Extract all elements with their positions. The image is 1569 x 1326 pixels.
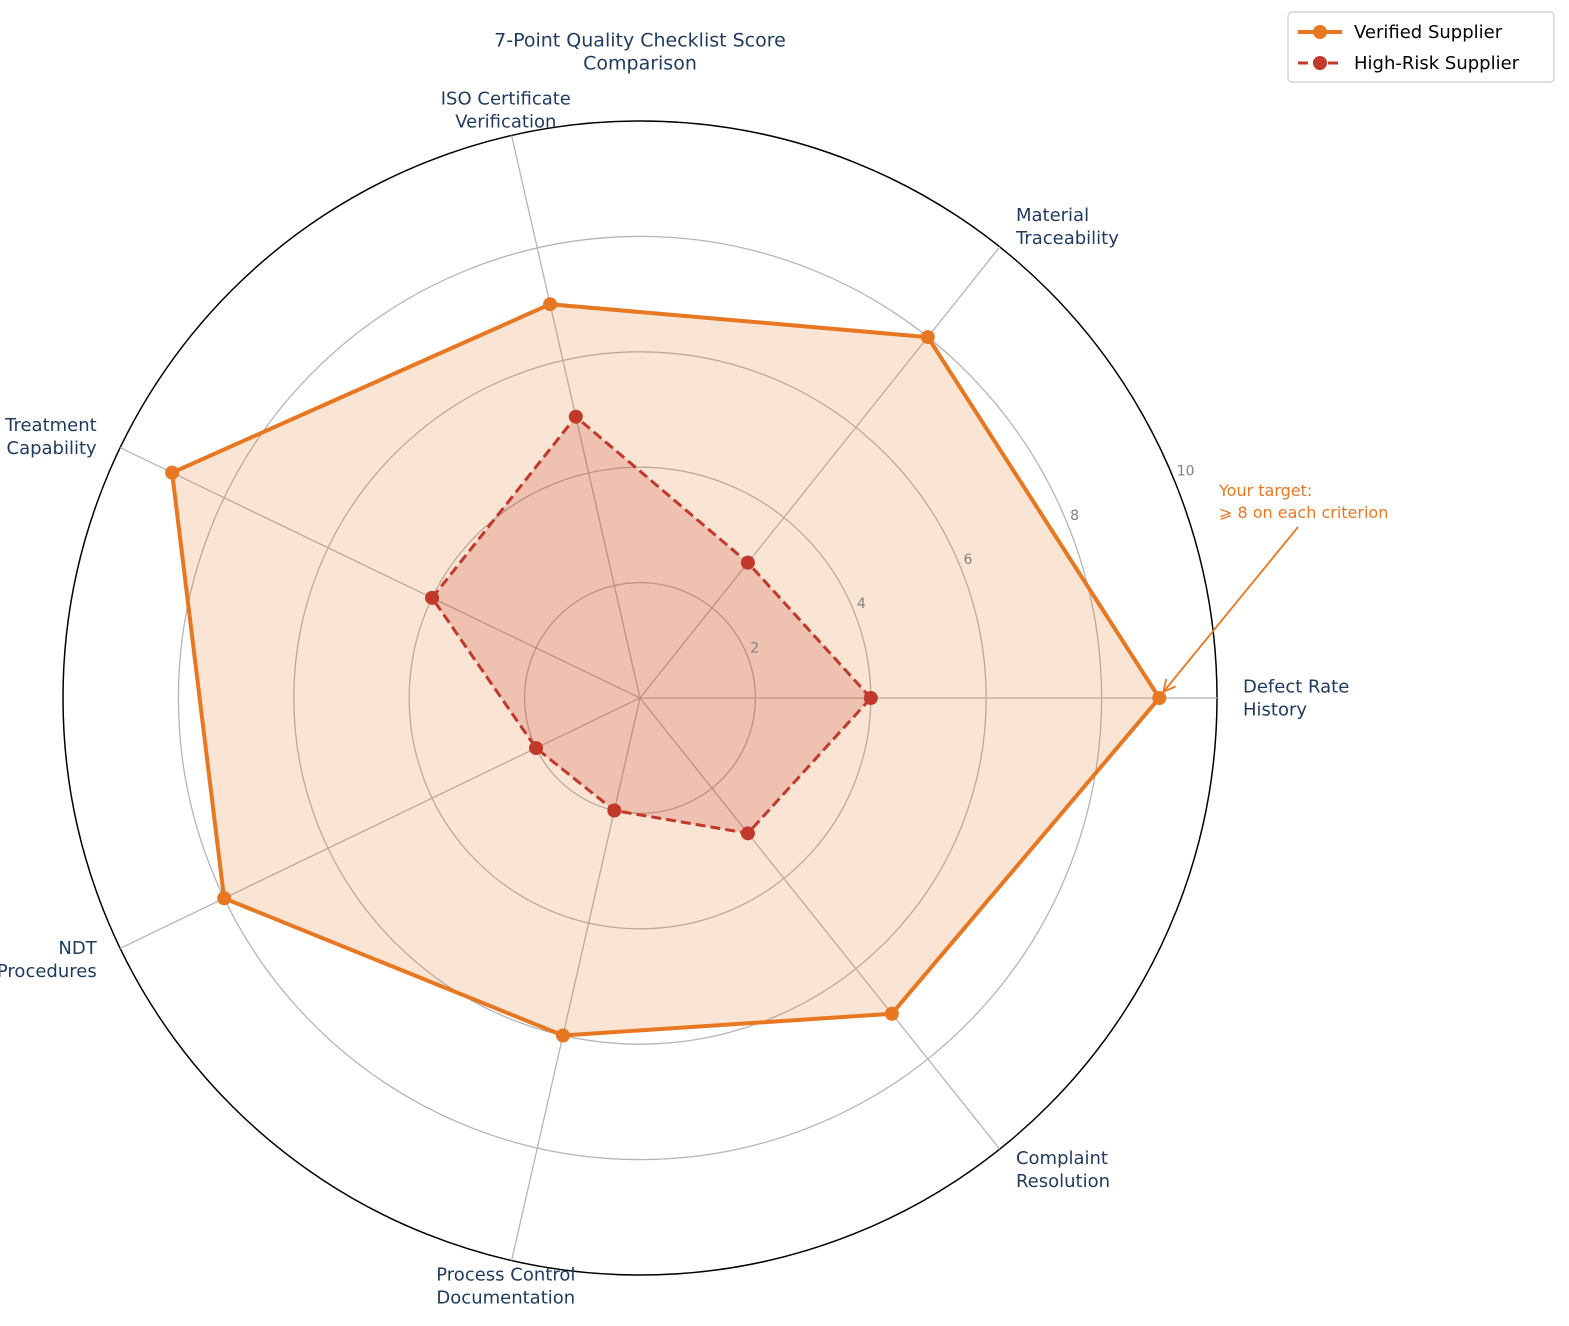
legend-item-0[interactable]: Verified Supplier (1298, 22, 1503, 43)
series-fill-0 (172, 304, 1160, 1036)
series-0-point-6 (884, 1006, 899, 1021)
tick-label-6: 6 (964, 552, 973, 568)
annotation-text: Your target: ⩾ 8 on each criterion (1218, 481, 1388, 522)
tick-label-4: 4 (857, 596, 866, 612)
spoke-line (639, 697, 1001, 1150)
spoke-line (510, 697, 641, 1261)
series-0-point-1 (920, 330, 935, 345)
category-label-5: Process Control Documentation (436, 1264, 575, 1308)
label-layer: Defect Rate History Material Traceability IS… (0, 89, 1349, 1309)
tick-label-10: 10 (1177, 464, 1195, 480)
legend-label: High-Risk Supplier (1354, 53, 1520, 74)
tick-label-2: 2 (750, 640, 759, 656)
series-1-point-1 (740, 555, 755, 570)
annotation-arrow-line (1162, 526, 1299, 693)
series-line-1 (430, 415, 873, 835)
category-label-1: Material Traceability (1015, 205, 1119, 249)
series-0-point-3 (165, 465, 180, 480)
tick-label-8: 8 (1070, 508, 1079, 524)
series-layer (165, 297, 1167, 1043)
legend-swatch-marker (1313, 25, 1327, 39)
series-1-point-6 (740, 826, 755, 841)
category-label-6: Complaint Resolution (1016, 1148, 1110, 1192)
series-0-point-2 (543, 297, 558, 312)
series-1-point-0 (863, 691, 878, 705)
series-1-point-3 (425, 590, 440, 605)
spoke-line (119, 447, 641, 699)
series-1-point-4 (529, 741, 544, 756)
category-label-4: NDT Procedures (0, 938, 98, 982)
series-1-point-5 (607, 803, 622, 818)
series-1-point-2 (568, 409, 583, 424)
annotation-arrow-head (1162, 678, 1176, 694)
legend-box (1287, 11, 1555, 83)
radar-grid (62, 120, 1218, 1276)
series-0-point-5 (555, 1028, 570, 1043)
series-fill-1 (432, 416, 871, 834)
spoke-line (639, 246, 1001, 699)
target-annotation: Your target: ⩾ 8 on each criterion (1162, 481, 1388, 694)
spoke-line (119, 697, 641, 949)
category-label-2: ISO Certificate Verification (441, 89, 571, 133)
chart-title: 7-Point Quality Checklist Score Compariso… (494, 30, 786, 75)
legend-label: Verified Supplier (1354, 22, 1503, 43)
series-0-point-4 (217, 891, 232, 906)
legend-item-1[interactable]: High-Risk Supplier (1298, 53, 1520, 74)
series-line-0 (170, 302, 1162, 1038)
category-label-0: Defect Rate History (1243, 677, 1349, 721)
series-0-point-0 (1152, 691, 1167, 705)
legend-swatch-marker (1313, 56, 1327, 70)
legend[interactable]: Verified Supplier High-Risk Supplier (1287, 11, 1555, 83)
